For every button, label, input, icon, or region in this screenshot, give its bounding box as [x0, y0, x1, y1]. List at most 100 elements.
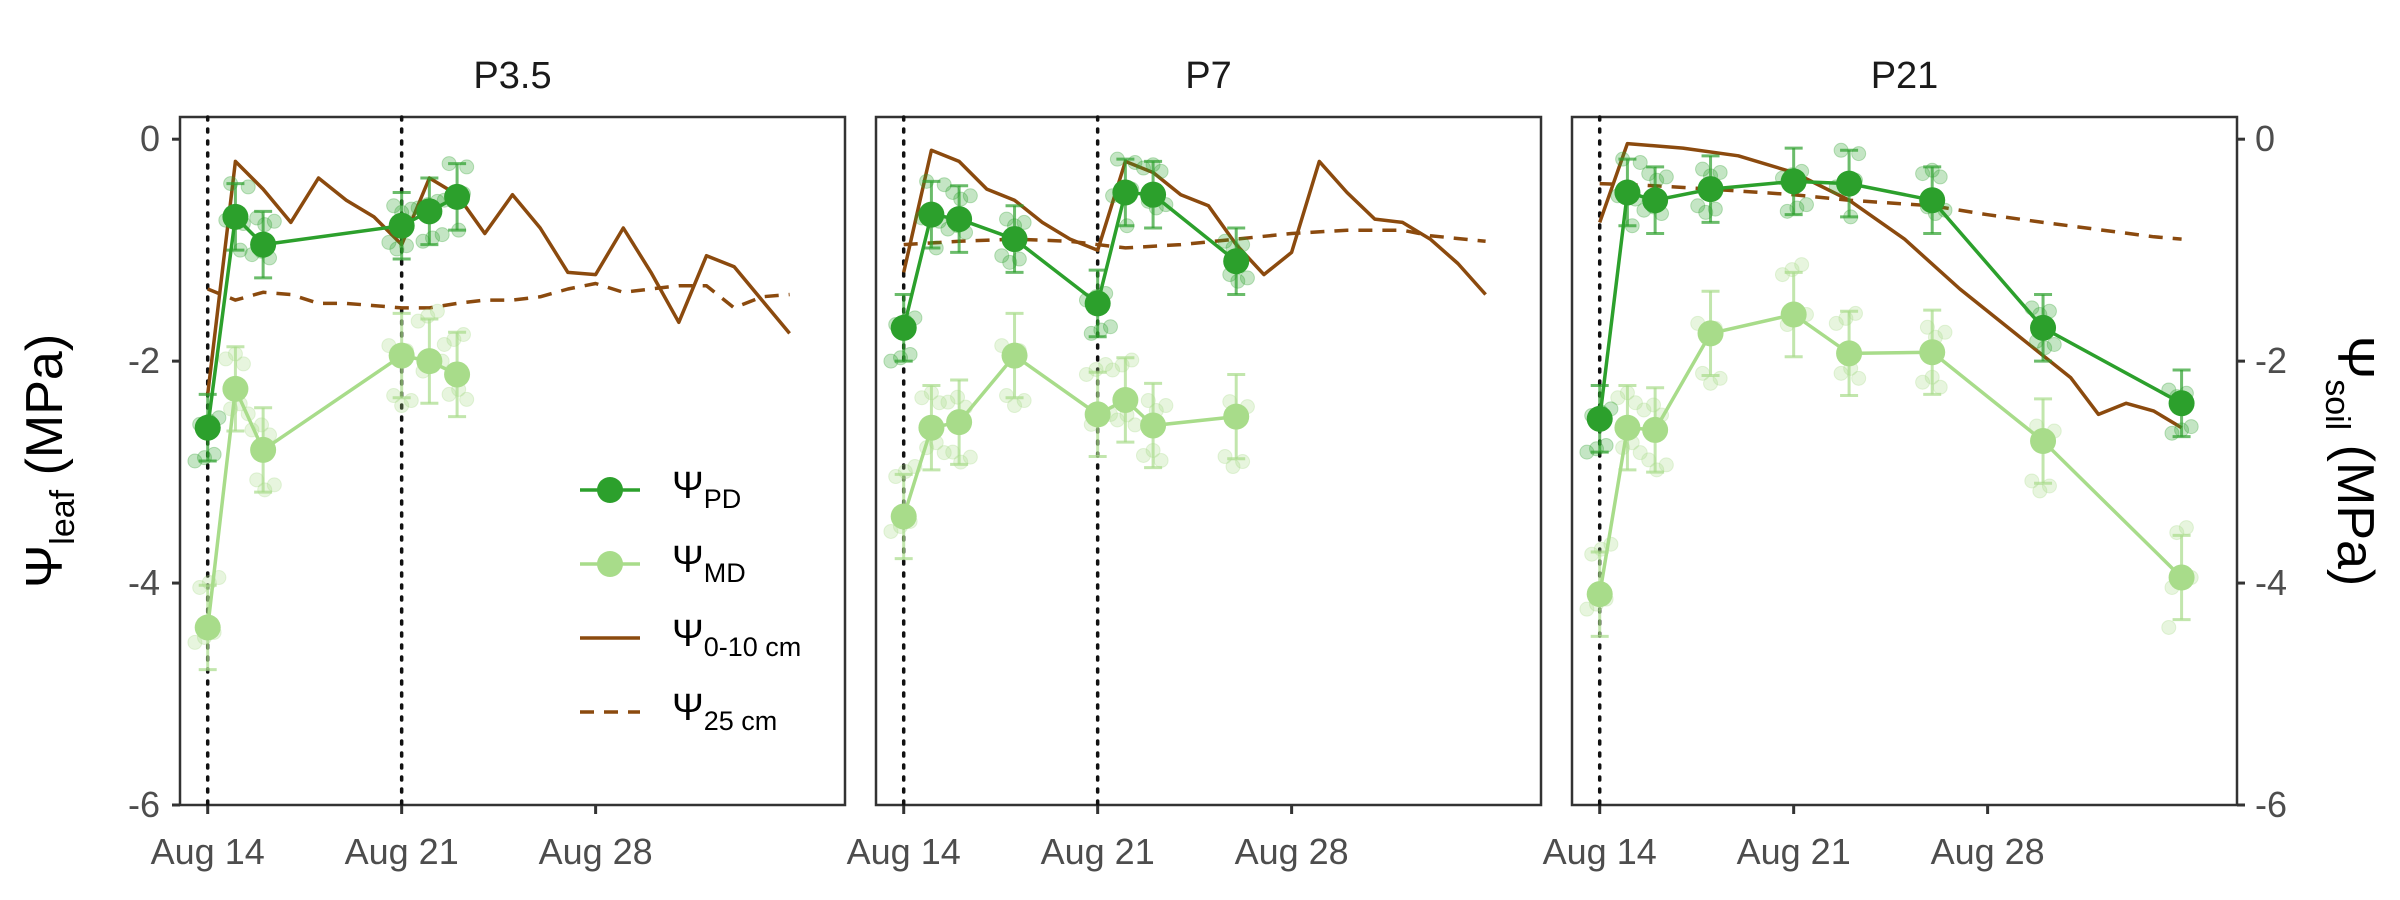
- psi-md-point: [890, 503, 917, 530]
- replicate-point: [257, 217, 273, 233]
- y-tick-label-left: -6: [128, 784, 160, 825]
- panel-border: [1570, 115, 2239, 807]
- soil-25cm-line: [207, 281, 790, 310]
- legend-label: Ψ25 cm: [672, 687, 777, 736]
- x-tick-label: Aug 14: [847, 831, 961, 872]
- replicate-point: [1217, 449, 1233, 465]
- psi-pd-point: [444, 183, 471, 210]
- psi-md-point: [416, 348, 443, 375]
- psi-pd-point: [1223, 248, 1250, 275]
- psi-md-point: [1112, 386, 1139, 413]
- psi-pd-point: [250, 231, 277, 258]
- replicate-point: [936, 445, 952, 461]
- psi-pd-point: [1836, 170, 1863, 197]
- soil-0-10cm-line: [1598, 141, 2183, 430]
- replicate-point: [1610, 390, 1626, 406]
- replicate-point: [403, 393, 419, 409]
- replicate-point: [962, 188, 978, 204]
- psi-pd-point: [1780, 168, 1807, 195]
- panel-p3-5: P3.5 Aug 14 Aug 21 Aug 28: [151, 55, 847, 872]
- replicate-point: [386, 388, 402, 404]
- replicate-point: [1658, 169, 1674, 185]
- x-tick-label: Aug 14: [1543, 831, 1657, 872]
- x-tick-label: Aug 28: [539, 831, 653, 872]
- replicate-point: [1135, 447, 1151, 463]
- replicate-point: [240, 179, 256, 195]
- replicate-point: [1915, 166, 1931, 182]
- replicate-point: [1937, 324, 1953, 340]
- legend-label: Ψ0-10 cm: [672, 613, 801, 662]
- replicate-point: [953, 191, 969, 207]
- psi-pd-point: [1140, 181, 1167, 208]
- replicate-point: [914, 390, 930, 406]
- replicate-point: [2161, 619, 2177, 635]
- soil-0-10cm-line: [205, 159, 791, 395]
- psi-md-point: [1140, 412, 1167, 439]
- replicate-point: [459, 159, 475, 175]
- replicate-point: [1230, 273, 1246, 289]
- psi-md-point: [250, 436, 277, 463]
- psi-md-point: [1780, 301, 1807, 328]
- psi-md-point: [1642, 416, 1669, 443]
- x-tick-label: Aug 21: [1737, 831, 1851, 872]
- psi-md-point: [388, 342, 415, 369]
- psi-pd-point: [416, 198, 443, 225]
- replicate-point: [999, 211, 1015, 227]
- psi-pd-point: [890, 314, 917, 341]
- y-axis-title-left: Ψleaf (MPa): [16, 334, 82, 588]
- replicate-point: [434, 227, 450, 243]
- replicate-point: [1135, 160, 1151, 176]
- psi-pd-point: [2168, 390, 2195, 417]
- x-tick-label: Aug 28: [1931, 831, 2045, 872]
- replicate-point: [1239, 270, 1255, 286]
- replicate-point: [459, 391, 475, 407]
- psi-pd-point: [1084, 290, 1111, 317]
- replicate-point: [1851, 370, 1867, 386]
- replicate-point: [1798, 197, 1814, 213]
- panel-p21: P21 Aug 14 Aug 21 Aug 28: [1543, 55, 2239, 872]
- psi-pd-point: [946, 206, 973, 233]
- psi-md-point: [194, 614, 221, 641]
- replicate-point: [940, 394, 956, 410]
- replicate-point: [381, 234, 397, 250]
- y-tick-label-left: -4: [128, 562, 160, 603]
- replicate-point: [386, 198, 402, 214]
- replicate-point: [1632, 445, 1648, 461]
- replicate-point: [429, 303, 445, 319]
- replicate-point: [1658, 457, 1674, 473]
- replicate-point: [187, 634, 203, 650]
- replicate-point: [2178, 520, 2194, 536]
- legend-key-point: [597, 477, 623, 503]
- replicate-point: [1794, 257, 1810, 273]
- psi-md-point: [1586, 581, 1613, 608]
- psi-pd-line: [1597, 179, 2183, 420]
- psi-pd-point: [222, 203, 249, 230]
- psi-pd-point: [1586, 405, 1613, 432]
- soil-25cm-line: [903, 228, 1486, 250]
- replicate-point: [883, 523, 899, 539]
- replicate-point: [962, 449, 978, 465]
- psi-md-point: [1697, 320, 1724, 347]
- psi-md-point: [946, 409, 973, 436]
- y-tick-label-right: -6: [2255, 784, 2287, 825]
- replicate-point: [2183, 419, 2199, 435]
- replicate-point: [1851, 146, 1867, 162]
- replicate-point: [999, 388, 1015, 404]
- psi-pd-point: [1112, 179, 1139, 206]
- psi-md-point: [1836, 340, 1863, 367]
- replicate-point: [1158, 398, 1174, 414]
- psi-md-point: [1084, 401, 1111, 428]
- replicate-point: [1695, 161, 1711, 177]
- replicate-point: [266, 477, 282, 493]
- replicate-point: [1016, 214, 1032, 230]
- replicate-point: [206, 446, 222, 462]
- y-tick-label-left: -2: [128, 340, 160, 381]
- panel-border: [178, 115, 847, 807]
- psi-pd-point: [1001, 226, 1028, 253]
- replicate-point: [1646, 397, 1662, 413]
- psi-pd-point: [918, 201, 945, 228]
- replicate-point: [436, 336, 452, 352]
- psi-md-point: [1919, 339, 1946, 366]
- legend-label: ΨMD: [672, 539, 746, 588]
